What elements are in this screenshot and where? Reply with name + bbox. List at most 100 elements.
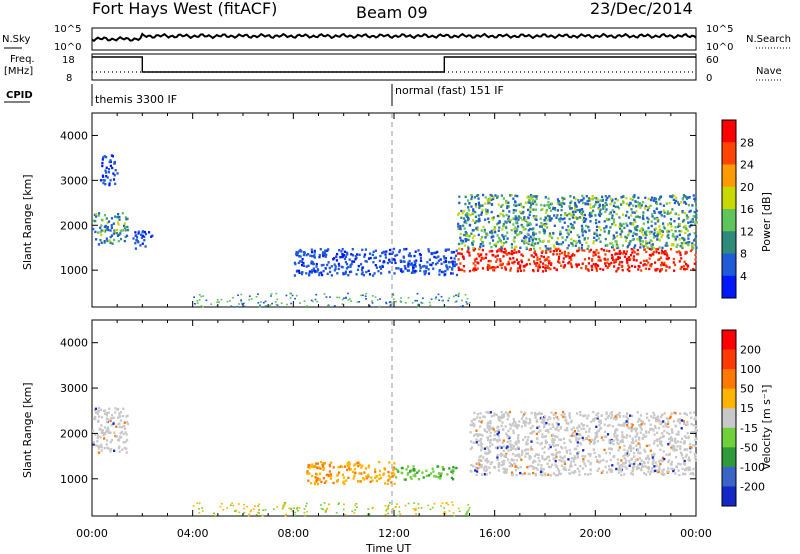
- heatmap-cell: [630, 208, 633, 211]
- heatmap-cell: [112, 178, 116, 181]
- heatmap-cell: [690, 416, 693, 419]
- heatmap-cell: [103, 446, 106, 450]
- heatmap-cell: [442, 468, 445, 471]
- heatmap-cell: [615, 245, 618, 248]
- heatmap-cell: [572, 460, 576, 463]
- heatmap-cell: [568, 414, 571, 417]
- heatmap-cell: [100, 408, 103, 412]
- heatmap-cell: [126, 225, 129, 229]
- heatmap-cell: [556, 242, 559, 245]
- heatmap-cell: [590, 213, 593, 216]
- heatmap-cell: [519, 231, 522, 235]
- heatmap-cell: [600, 436, 603, 439]
- heatmap-cell: [399, 259, 402, 262]
- heatmap-cell: [680, 242, 683, 245]
- heatmap-cell: [450, 250, 453, 254]
- heatmap-cell: [417, 478, 421, 481]
- heatmap-cell: [410, 477, 413, 480]
- heatmap-cell: [641, 420, 644, 424]
- heatmap-cell: [679, 253, 682, 257]
- heatmap-cell: [498, 415, 501, 419]
- heatmap-cell: [464, 195, 467, 199]
- heatmap-cell: [520, 410, 523, 414]
- velocity-x-ticks: [91, 320, 697, 516]
- heatmap-cell: [107, 429, 110, 432]
- heatmap-cell: [307, 464, 310, 467]
- date-title: 23/Dec/2014: [590, 0, 693, 18]
- heatmap-cell: [691, 248, 694, 251]
- heatmap-cell: [515, 459, 518, 462]
- heatmap-cell: [639, 246, 642, 249]
- heatmap-cell: [613, 261, 616, 264]
- heatmap-cell: [687, 237, 690, 240]
- heatmap-cell: [636, 228, 639, 232]
- heatmap-cell: [523, 472, 526, 475]
- heatmap-cell: [470, 205, 473, 208]
- heatmap-cell: [570, 254, 573, 257]
- heatmap-cell: [603, 220, 606, 223]
- heatmap-cell: [654, 269, 657, 272]
- heatmap-cell: [105, 237, 108, 240]
- heatmap-cell: [368, 252, 372, 255]
- heatmap-cell: [544, 472, 547, 475]
- heatmap-cell: [240, 299, 242, 301]
- heatmap-cell: [419, 265, 422, 269]
- heatmap-cell: [629, 240, 632, 243]
- heatmap-cell: [494, 255, 497, 258]
- heatmap-cell: [592, 239, 595, 243]
- heatmap-cell: [471, 229, 474, 232]
- heatmap-cell: [671, 208, 674, 211]
- heatmap-cell: [365, 260, 368, 263]
- heatmap-cell: [324, 255, 327, 258]
- heatmap-cell: [501, 421, 504, 424]
- heatmap-cell: [660, 252, 664, 255]
- heatmap-cell: [365, 475, 368, 478]
- heatmap-cell: [665, 417, 669, 420]
- heatmap-cell: [505, 201, 508, 205]
- heatmap-cell: [135, 234, 138, 237]
- heatmap-cell: [415, 259, 418, 262]
- x-tick-label: 00:00: [76, 527, 108, 540]
- heatmap-cell: [665, 241, 668, 245]
- heatmap-cell: [668, 416, 672, 420]
- heatmap-cell: [332, 481, 335, 485]
- heatmap-cell: [617, 471, 620, 474]
- heatmap-cell: [611, 214, 614, 217]
- heatmap-cell: [666, 431, 669, 434]
- heatmap-cell: [543, 451, 546, 454]
- heatmap-cell: [652, 416, 655, 419]
- heatmap-cell: [480, 442, 484, 446]
- heatmap-cell: [510, 424, 513, 427]
- heatmap-cell: [657, 427, 660, 430]
- heatmap-cell: [654, 222, 657, 225]
- heatmap-cell: [101, 164, 104, 168]
- heatmap-cell: [655, 207, 658, 210]
- heatmap-cell: [102, 432, 106, 435]
- heatmap-cell: [565, 255, 568, 258]
- heatmap-cell: [450, 272, 453, 275]
- heatmap-cell: [660, 268, 663, 271]
- heatmap-cell: [632, 204, 635, 207]
- heatmap-cell: [476, 462, 479, 466]
- heatmap-cell: [464, 202, 467, 206]
- heatmap-cell: [305, 505, 307, 507]
- heatmap-cell: [655, 464, 658, 468]
- heatmap-cell: [556, 237, 559, 240]
- heatmap-cell: [107, 171, 110, 174]
- heatmap-cell: [493, 243, 496, 247]
- heatmap-cell: [355, 256, 358, 260]
- heatmap-cell: [676, 235, 679, 238]
- heatmap-cell: [507, 201, 510, 204]
- heatmap-cell: [482, 244, 485, 248]
- heatmap-cell: [634, 429, 637, 433]
- heatmap-cell: [603, 435, 606, 438]
- heatmap-cell: [384, 256, 387, 259]
- heatmap-cell: [124, 431, 127, 434]
- heatmap-cell: [595, 197, 598, 200]
- heatmap-cell: [591, 268, 594, 271]
- heatmap-cell: [617, 207, 621, 210]
- heatmap-cell: [460, 216, 463, 219]
- heatmap-cell: [549, 465, 552, 469]
- heatmap-cell: [598, 207, 601, 211]
